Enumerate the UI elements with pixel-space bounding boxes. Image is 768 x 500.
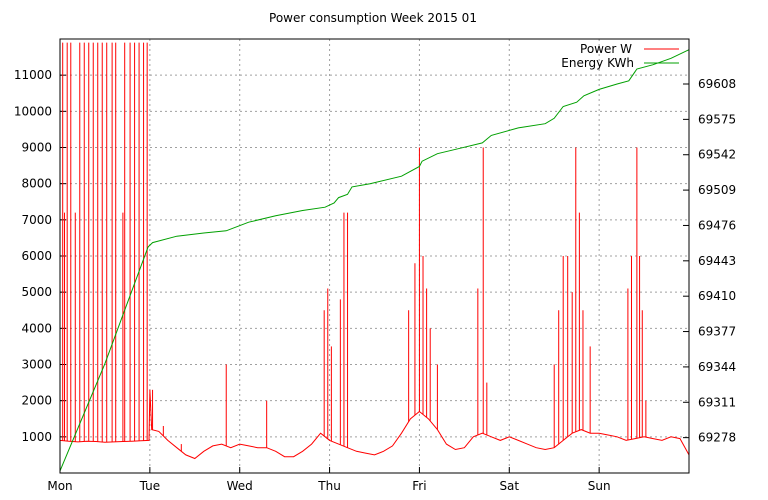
y-tick-label-right: 69542	[698, 148, 736, 162]
y-tick-label-left: 2000	[21, 394, 52, 408]
x-tick-label: Mon	[47, 479, 72, 493]
y-tick-label-right: 69443	[698, 254, 736, 268]
y-tick-label-left: 7000	[21, 213, 52, 227]
y-axis-left: 1000 2000 3000 4000 5000 6000 7000 8000 9000 1000…	[14, 68, 66, 444]
legend-label-energy: Energy KWh	[561, 56, 634, 70]
legend-label-power: Power W	[580, 42, 632, 56]
y-tick-label-right: 69509	[698, 183, 736, 197]
y-tick-label-left: 9000	[21, 141, 52, 155]
y-tick-label-right: 69344	[698, 360, 736, 374]
y-tick-label-left: 4000	[21, 321, 52, 335]
legend: Power W Energy KWh	[561, 42, 679, 70]
plot-area	[59, 42, 690, 472]
series-power-line	[59, 389, 690, 460]
y-axis-right: 69278 69311 69344 69377 69410 69443 69476 69509…	[683, 77, 736, 445]
y-tick-label-right: 69476	[698, 218, 736, 232]
x-tick-label: Wed	[227, 479, 253, 493]
y-tick-label-left: 10000	[14, 104, 52, 118]
y-tick-label-right: 69377	[698, 325, 736, 339]
x-tick-label: Sat	[499, 479, 519, 493]
y-tick-label-left: 8000	[21, 177, 52, 191]
y-tick-label-right: 69410	[698, 289, 736, 303]
x-axis: Mon Tue Wed Thu Fri Sat Sun	[47, 467, 611, 493]
y-tick-label-right: 69311	[698, 395, 736, 409]
y-tick-label-left: 5000	[21, 285, 52, 299]
y-tick-label-right: 69278	[698, 431, 736, 445]
chart-title: Power consumption Week 2015 01	[269, 11, 477, 25]
y-tick-label-right: 69608	[698, 77, 736, 91]
y-tick-label-left: 3000	[21, 358, 52, 372]
y-tick-label-left: 11000	[14, 68, 52, 82]
grid	[60, 39, 689, 473]
y-tick-label-left: 6000	[21, 249, 52, 263]
x-tick-label: Fri	[412, 479, 426, 493]
x-tick-label: Thu	[317, 479, 341, 493]
y-tick-label-left: 1000	[21, 430, 52, 444]
series-energy-line	[59, 49, 690, 472]
x-tick-label: Tue	[139, 479, 161, 493]
y-tick-label-right: 69575	[698, 112, 736, 126]
x-tick-label: Sun	[588, 479, 611, 493]
plot-frame	[59, 38, 690, 474]
